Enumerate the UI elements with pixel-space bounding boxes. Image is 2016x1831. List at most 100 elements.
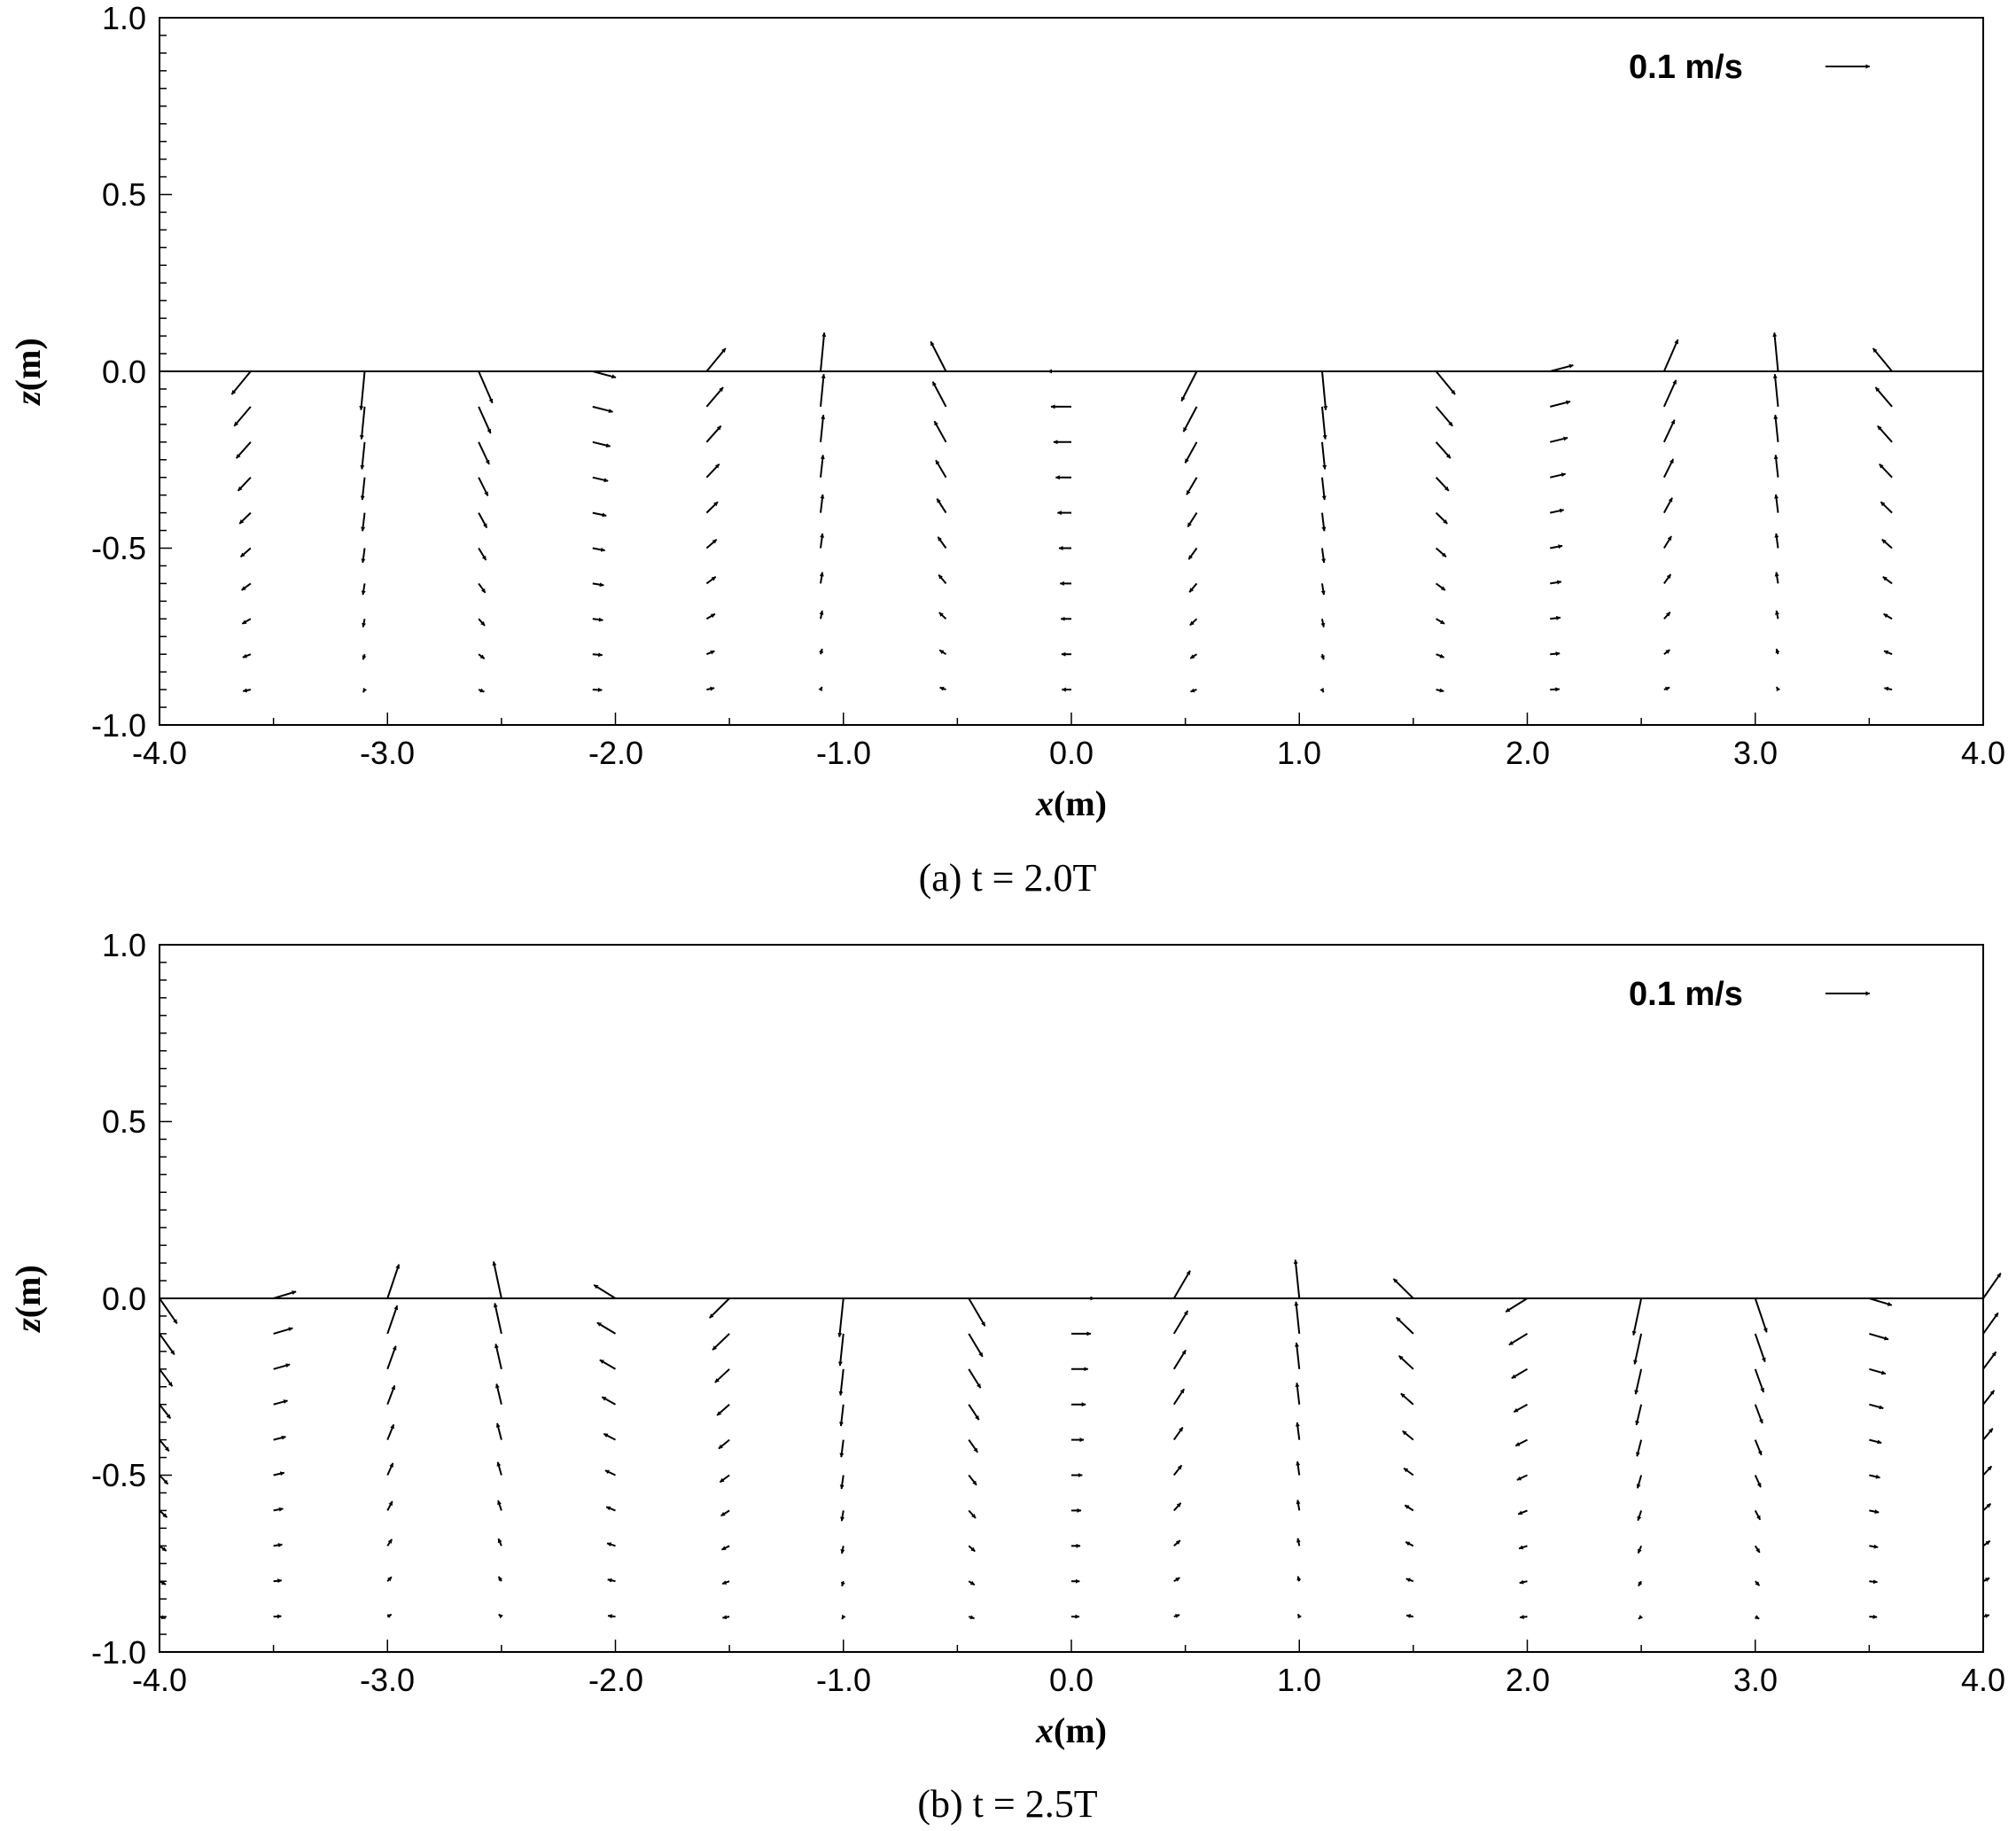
velocity-vector	[1869, 1544, 1879, 1549]
velocity-vector	[273, 1507, 284, 1512]
velocity-vector	[930, 340, 947, 372]
velocity-vector	[968, 1580, 976, 1586]
velocity-vector	[968, 1545, 976, 1553]
velocity-vector	[1982, 1577, 1990, 1583]
velocity-vector	[1775, 648, 1780, 655]
velocity-vector	[1172, 1270, 1191, 1299]
y-tick-label: 0.5	[102, 176, 146, 213]
velocity-vector	[1982, 1273, 2002, 1299]
velocity-vector	[931, 381, 947, 408]
velocity-vector	[1754, 1404, 1763, 1424]
velocity-vector	[607, 1614, 616, 1619]
velocity-vector	[1869, 1403, 1884, 1410]
velocity-vector	[1320, 653, 1325, 660]
velocity-vector	[839, 1439, 845, 1458]
y-tick-label: 0.5	[102, 1103, 146, 1140]
velocity-vector	[718, 1438, 730, 1450]
velocity-vector	[592, 405, 613, 414]
velocity-vector	[1662, 419, 1676, 443]
velocity-vector	[361, 512, 366, 532]
velocity-vector	[1549, 363, 1574, 372]
velocity-vector	[820, 533, 825, 549]
velocity-vector	[820, 331, 827, 372]
velocity-vector	[273, 1327, 293, 1335]
velocity-vector	[497, 1500, 502, 1511]
velocity-vector	[1514, 1438, 1528, 1447]
velocity-vector	[1402, 1430, 1414, 1441]
velocity-vector	[1404, 1504, 1414, 1512]
velocity-vector	[1774, 572, 1779, 584]
velocity-vector	[938, 573, 947, 585]
velocity-vector	[1172, 1349, 1187, 1370]
x-tick-label: 3.0	[1733, 735, 1778, 771]
velocity-vector	[1637, 1545, 1643, 1554]
velocity-vector	[1869, 1332, 1889, 1341]
velocity-vector	[1754, 1333, 1766, 1363]
velocity-vector	[1320, 477, 1327, 501]
velocity-vector	[705, 463, 720, 479]
velocity-vector	[1516, 1474, 1528, 1481]
velocity-vector	[1396, 1316, 1414, 1335]
x-tick-label: -3.0	[360, 735, 415, 771]
velocity-vector	[841, 1614, 846, 1620]
velocity-vector	[719, 1474, 730, 1484]
velocity-vector	[1775, 610, 1779, 619]
velocity-vector	[838, 1404, 845, 1427]
velocity-vector	[159, 1509, 168, 1518]
velocity-vector	[603, 1432, 616, 1441]
velocity-vector	[1295, 1422, 1301, 1440]
velocity-vector	[242, 688, 252, 693]
velocity-vector	[705, 425, 722, 443]
reference-vector-label: 0.1 m/s	[1629, 976, 1743, 1013]
velocity-vector	[706, 686, 715, 691]
velocity-vector	[478, 477, 489, 496]
x-tick-label: 0.0	[1049, 1662, 1094, 1698]
velocity-vector	[968, 1297, 986, 1327]
velocity-vector	[935, 459, 947, 479]
velocity-vector	[1879, 463, 1893, 479]
velocity-vector	[819, 610, 824, 619]
y-tick-label: 0.0	[102, 1281, 146, 1317]
velocity-vector	[1550, 472, 1567, 479]
velocity-vector	[1187, 547, 1198, 560]
velocity-vector	[1186, 477, 1198, 495]
velocity-vector	[1405, 1578, 1414, 1583]
velocity-vector	[360, 441, 366, 470]
velocity-vector	[495, 1422, 502, 1440]
velocity-vector	[1549, 436, 1568, 443]
velocity-vector	[1755, 1615, 1760, 1620]
velocity-vector	[1773, 454, 1779, 478]
x-tick-label: 2.0	[1506, 735, 1550, 771]
x-tick-label: -4.0	[132, 735, 187, 771]
velocity-vector	[1320, 583, 1326, 596]
velocity-vector	[596, 1321, 617, 1335]
velocity-vector	[233, 406, 252, 427]
y-axis-unit: (m)	[8, 1265, 48, 1318]
velocity-vector	[705, 501, 719, 514]
velocity-vector	[230, 370, 252, 395]
velocity-vector	[592, 652, 603, 658]
velocity-vector	[386, 1500, 393, 1511]
velocity-vector	[839, 1475, 845, 1490]
velocity-vector	[241, 618, 252, 625]
velocity-vector	[592, 511, 607, 518]
velocity-vector	[494, 1383, 502, 1405]
velocity-vector	[386, 1539, 393, 1547]
velocity-vector	[1754, 1509, 1762, 1521]
velocity-vector	[720, 1509, 730, 1517]
velocity-vector	[1881, 538, 1893, 549]
velocity-vector	[1397, 1354, 1414, 1370]
velocity-vector	[1982, 1351, 1997, 1370]
velocity-vector	[938, 649, 947, 656]
velocity-vector	[1636, 1439, 1643, 1457]
velocity-vector	[1320, 370, 1328, 411]
velocity-vector	[1436, 688, 1444, 693]
velocity-vector	[1293, 1258, 1301, 1299]
velocity-vector	[1517, 1509, 1528, 1515]
velocity-vector	[712, 1333, 730, 1351]
axis-ticks	[159, 944, 1984, 1653]
velocity-vector	[159, 1297, 178, 1324]
velocity-vector	[1189, 653, 1198, 659]
x-axis-unit: (m)	[1054, 1710, 1107, 1750]
velocity-vectors	[230, 331, 1893, 693]
